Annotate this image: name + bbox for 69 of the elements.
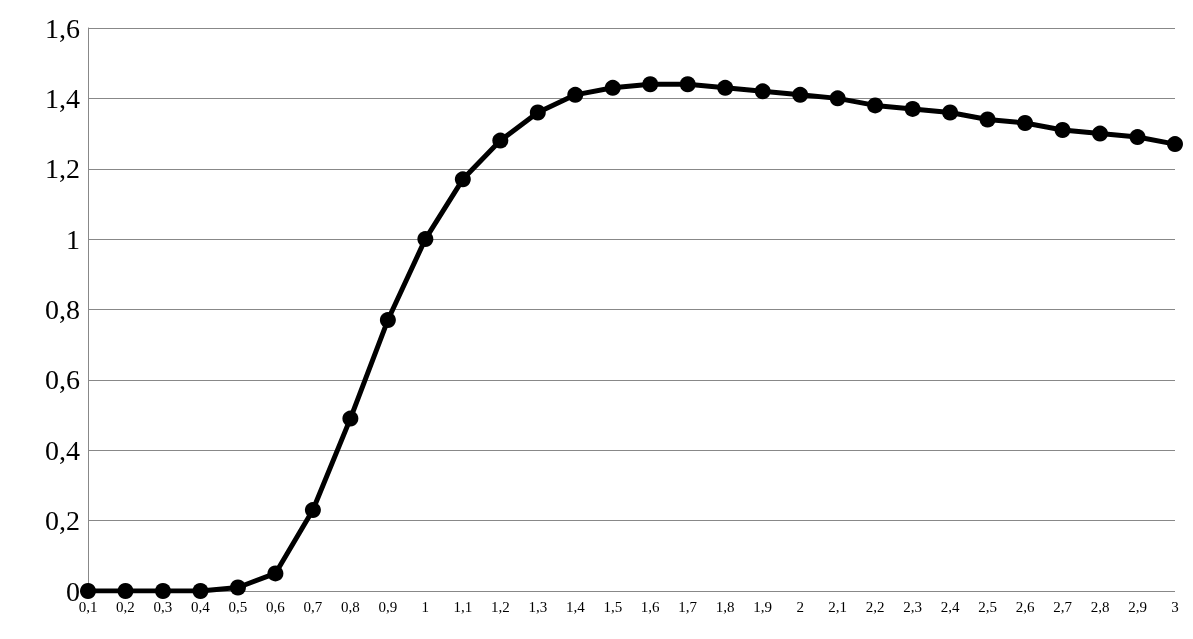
- x-tick-label: 2,9: [1128, 598, 1147, 615]
- x-tick-label: 0,3: [153, 598, 173, 615]
- x-tick-label: 0,4: [191, 598, 211, 615]
- x-tick-label: 2,1: [828, 598, 848, 615]
- x-tick-label: 1,1: [453, 598, 473, 615]
- point: [117, 583, 134, 599]
- y-tick-label: 0: [66, 575, 80, 607]
- point: [529, 104, 546, 121]
- point: [829, 90, 846, 107]
- x-tick-label: 0,8: [341, 598, 360, 615]
- x-tick-label: 1,4: [565, 598, 586, 615]
- x-tick-label: 0,5: [228, 598, 248, 615]
- point: [717, 79, 734, 96]
- y-tick-label: 0,8: [45, 294, 80, 325]
- point: [267, 565, 284, 582]
- point: [1167, 136, 1183, 153]
- point: [1017, 115, 1034, 131]
- x-tick-label: 0,7: [303, 598, 323, 615]
- x-tick-label: 1,5: [603, 598, 623, 615]
- y-tick-label: 1,6: [45, 12, 80, 44]
- x-tick-label: 1,8: [715, 598, 735, 615]
- x-tick-label: 1,7: [678, 598, 698, 615]
- x-tick-label: 1,3: [528, 598, 548, 615]
- x-tick-label: 0,2: [116, 598, 135, 615]
- y-tick-label: 1: [66, 223, 80, 255]
- point: [1092, 125, 1109, 142]
- x-tick-label: 0,9: [378, 598, 398, 615]
- point: [567, 86, 584, 103]
- point: [942, 104, 959, 121]
- point: [454, 171, 471, 188]
- x-tick-label: 1,6: [640, 598, 661, 615]
- point: [80, 583, 96, 599]
- point: [229, 579, 246, 596]
- point: [604, 79, 621, 96]
- point: [154, 583, 171, 599]
- x-tick-label: 2,2: [865, 598, 885, 615]
- point: [417, 231, 434, 248]
- point: [1129, 129, 1146, 146]
- y-tick-label: 0,2: [45, 505, 80, 537]
- x-tick-label: 2,8: [1090, 598, 1110, 615]
- point: [304, 502, 321, 519]
- y-tick-label: 0,6: [45, 364, 80, 396]
- y-tick-label: 0,4: [45, 434, 80, 466]
- x-tick-label: 2,3: [903, 598, 922, 615]
- x-tick-label: 2,5: [978, 598, 997, 615]
- x-tick-label: 0,1: [78, 598, 98, 615]
- x-tick-label: 2,6: [1015, 598, 1035, 615]
- point: [492, 132, 509, 149]
- x-tick-label: 1: [421, 598, 430, 615]
- x-tick-label: 0,6: [266, 598, 286, 615]
- point: [792, 86, 809, 103]
- x-tick-label: 2,4: [940, 598, 960, 615]
- x-tick-label: 1,2: [490, 598, 510, 615]
- x-tick-label: 3: [1171, 598, 1179, 615]
- point: [979, 111, 996, 128]
- point: [679, 76, 696, 93]
- point: [342, 410, 359, 427]
- point: [192, 583, 209, 599]
- point: [1054, 122, 1071, 139]
- point: [867, 97, 884, 114]
- x-tick-label: 2,7: [1053, 598, 1073, 615]
- point: [642, 76, 659, 93]
- x-tick-label: 1,9: [753, 598, 773, 615]
- x-tick-label: 2: [796, 598, 804, 615]
- y-tick-label: 1,4: [45, 82, 80, 114]
- point: [379, 312, 396, 329]
- point: [904, 100, 921, 117]
- point: [754, 83, 771, 100]
- y-tick-label: 1,2: [45, 153, 80, 185]
